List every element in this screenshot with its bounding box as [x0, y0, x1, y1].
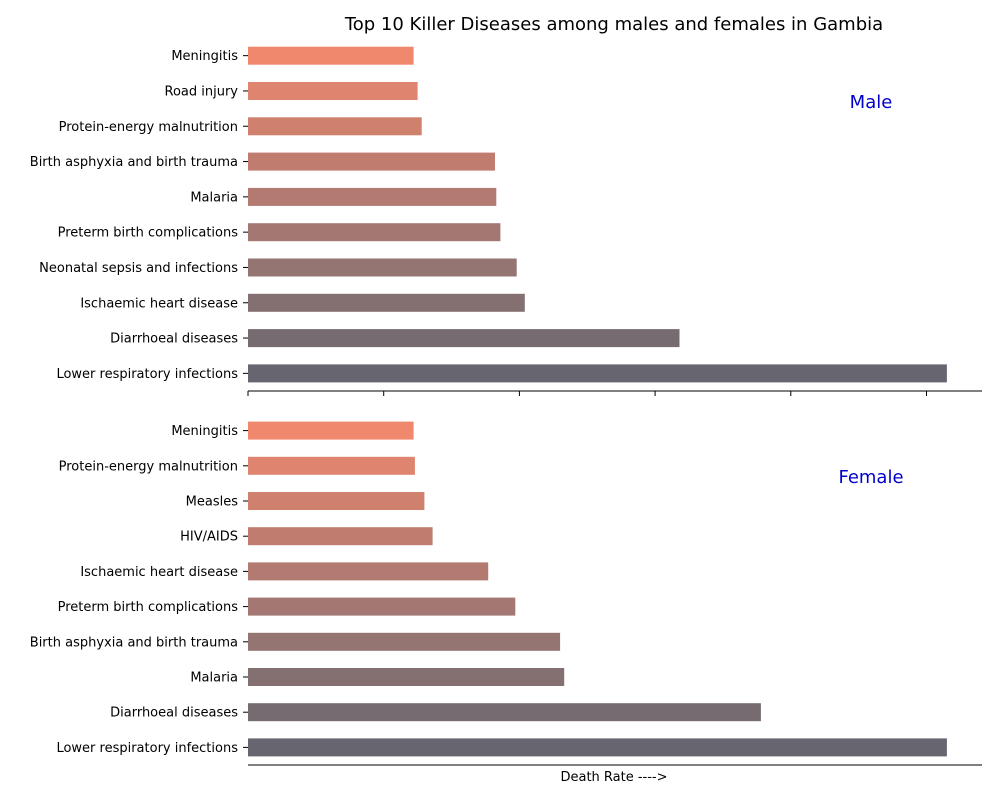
female-bar [248, 668, 565, 686]
male-category-label: Protein-energy malnutrition [59, 120, 238, 135]
female-bar [248, 597, 516, 616]
female-bar [248, 456, 415, 475]
female-bar [248, 527, 433, 546]
male-bar [248, 187, 497, 206]
female-bar [248, 421, 414, 440]
male-panel-label: Male [850, 92, 893, 113]
x-axis-label: Death Rate ----> [560, 770, 667, 785]
female-bar [248, 703, 761, 722]
male-bar [248, 223, 501, 242]
male-bar [248, 364, 947, 383]
female-category-label: Diarrhoeal diseases [110, 706, 238, 721]
male-bar [248, 82, 418, 100]
female-category-label: Protein-energy malnutrition [59, 459, 238, 474]
female-category-label: Birth asphyxia and birth trauma [30, 635, 238, 650]
male-category-label: Birth asphyxia and birth trauma [30, 155, 238, 170]
male-category-label: Preterm birth complications [58, 226, 239, 241]
male-panel: Lower respiratory infections Diarrhoeal d… [30, 46, 982, 396]
female-panel: Lower respiratory infections Diarrhoeal d… [30, 421, 982, 766]
male-bar [248, 152, 495, 171]
female-category-label: Malaria [190, 671, 238, 686]
male-bar [248, 46, 414, 65]
female-category-label: Measles [186, 495, 239, 510]
female-bar [248, 632, 561, 651]
female-bar [248, 492, 425, 510]
chart-title: Top 10 Killer Diseases among males and f… [344, 14, 883, 35]
female-bar [248, 738, 947, 757]
male-bar [248, 258, 517, 277]
female-category-label: HIV/AIDS [180, 530, 238, 545]
male-category-label: Road injury [165, 85, 239, 100]
male-category-label: Malaria [190, 190, 238, 205]
female-category-label: Meningitis [171, 424, 238, 439]
female-category-label: Ischaemic heart disease [80, 565, 238, 580]
female-category-label: Lower respiratory infections [56, 741, 238, 756]
male-category-label: Meningitis [171, 49, 238, 64]
female-panel-label: Female [838, 467, 903, 488]
male-bar [248, 117, 422, 136]
male-bar [248, 329, 680, 348]
female-bar [248, 562, 489, 581]
male-category-label: Neonatal sepsis and infections [39, 261, 238, 276]
male-bar [248, 293, 525, 312]
female-category-label: Preterm birth complications [58, 600, 239, 615]
male-category-label: Diarrhoeal diseases [110, 332, 238, 347]
male-category-label: Lower respiratory infections [56, 367, 238, 382]
male-category-label: Ischaemic heart disease [80, 296, 238, 311]
